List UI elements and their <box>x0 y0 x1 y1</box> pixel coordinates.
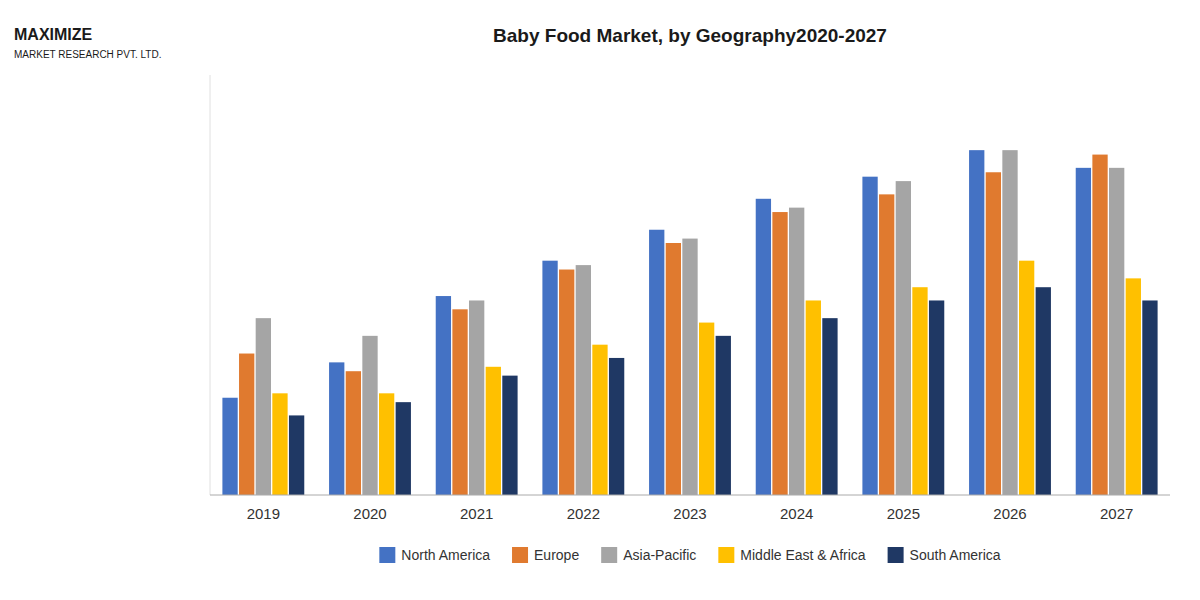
legend-swatch <box>512 547 528 563</box>
bar <box>862 177 877 495</box>
x-tick-label: 2022 <box>567 505 600 522</box>
bar <box>1019 261 1034 495</box>
legend-item: Europe <box>512 547 579 563</box>
bar <box>986 172 1001 495</box>
title: Baby Food Market, by Geography2020-2027 <box>493 25 887 46</box>
bar <box>1142 300 1157 495</box>
legend-label: South America <box>910 547 1001 563</box>
bar <box>896 181 911 495</box>
bar <box>806 300 821 495</box>
annotation: MARKET RESEARCH PVT. LTD. <box>14 49 161 60</box>
legend-item: North America <box>379 547 490 563</box>
bar <box>592 345 607 495</box>
bar <box>1002 150 1017 495</box>
bar <box>396 402 411 495</box>
legend-label: Europe <box>534 547 579 563</box>
bar <box>822 318 837 495</box>
bar <box>452 309 467 495</box>
bar <box>559 270 574 495</box>
bars <box>222 150 1157 495</box>
legend-swatch <box>601 547 617 563</box>
bar <box>1109 168 1124 495</box>
bar <box>929 300 944 495</box>
bar <box>1076 168 1091 495</box>
y-axis-line <box>210 75 211 495</box>
legend-swatch <box>718 547 734 563</box>
legend-swatch <box>888 547 904 563</box>
bar <box>912 287 927 495</box>
bar <box>576 265 591 495</box>
bar <box>609 358 624 495</box>
bar <box>789 208 804 495</box>
legend-label: Middle East & Africa <box>740 547 865 563</box>
bar <box>362 336 377 495</box>
bar <box>756 199 771 495</box>
legend: North America Europe Asia-Pacific Middle Ea… <box>379 547 1001 563</box>
bar <box>699 323 714 495</box>
x-tick-label: 2023 <box>673 505 706 522</box>
bar <box>346 371 361 495</box>
x-tick-label: 2021 <box>460 505 493 522</box>
legend-label: North America <box>401 547 490 563</box>
bar <box>542 261 557 495</box>
bar <box>1092 155 1107 495</box>
bar <box>239 354 254 495</box>
bar <box>289 415 304 495</box>
bar <box>436 296 451 495</box>
bar <box>222 398 237 495</box>
bar <box>502 376 517 495</box>
bar <box>329 362 344 495</box>
chart: MAXIMIZE MARKET RESEARCH PVT. LTD. Baby Fo… <box>0 0 1200 600</box>
baseline <box>210 495 1170 496</box>
bar <box>1036 287 1051 495</box>
bar <box>969 150 984 495</box>
legend-item: South America <box>888 547 1001 563</box>
bar <box>272 393 287 495</box>
x-tick-label: 2019 <box>247 505 280 522</box>
bar <box>486 367 501 495</box>
bar <box>772 212 787 495</box>
legend-label: Asia-Pacific <box>623 547 696 563</box>
bar <box>379 393 394 495</box>
bar <box>682 239 697 495</box>
bar <box>716 336 731 495</box>
x-tick-label: 2025 <box>887 505 920 522</box>
bar <box>256 318 271 495</box>
bar <box>649 230 664 495</box>
x-tick-label: 2027 <box>1100 505 1133 522</box>
bar <box>879 194 894 495</box>
x-tick-label: 2024 <box>780 505 813 522</box>
bar <box>666 243 681 495</box>
x-tick-label: 2020 <box>353 505 386 522</box>
annotation: MAXIMIZE <box>14 26 93 43</box>
bar <box>469 300 484 495</box>
legend-item: Asia-Pacific <box>601 547 696 563</box>
legend-swatch <box>379 547 395 563</box>
x-tick-label: 2026 <box>993 505 1026 522</box>
bar <box>1126 278 1141 495</box>
legend-item: Middle East & Africa <box>718 547 865 563</box>
